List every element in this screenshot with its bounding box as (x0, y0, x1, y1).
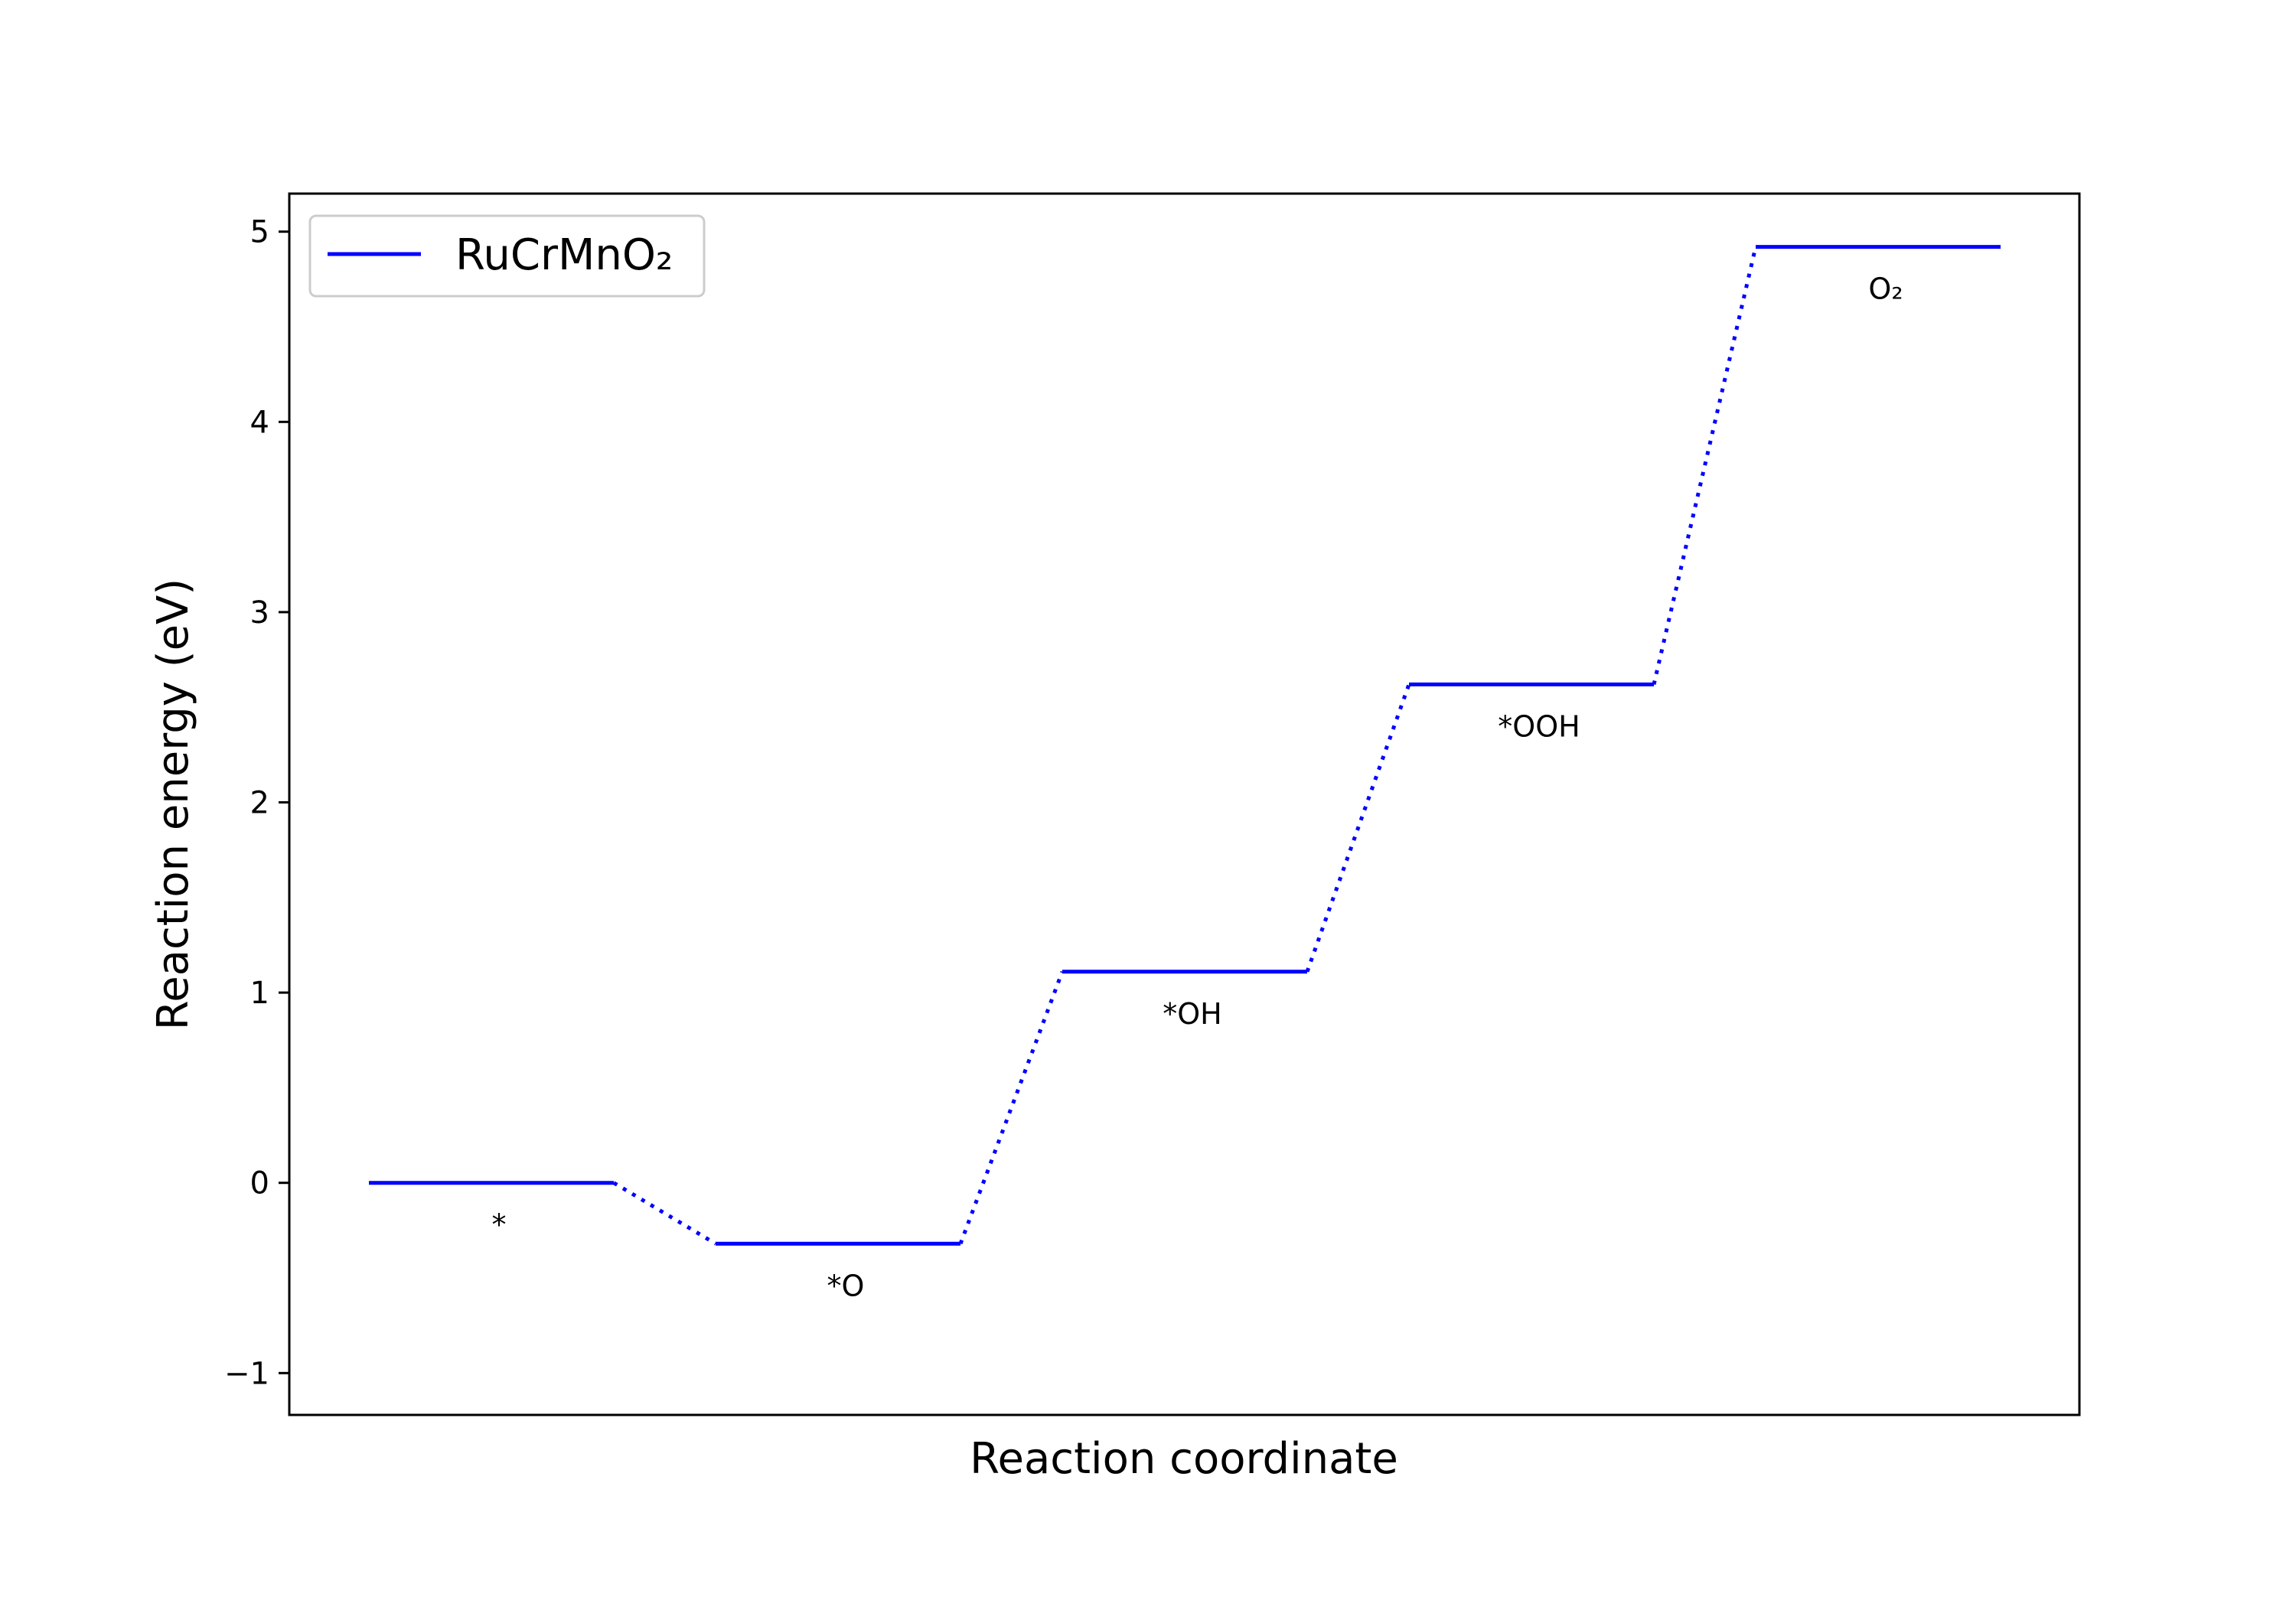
legend-box (308, 214, 706, 298)
transition-connector (612, 1181, 717, 1246)
step-label: *OOH (1498, 709, 1580, 743)
transition-connector (1305, 683, 1411, 973)
step-label: * (492, 1208, 507, 1242)
y-tick-label: 2 (250, 786, 269, 821)
plot-area: * *O *OH *OOH O₂ (369, 245, 2001, 1302)
y-tick-label: 1 (250, 976, 269, 1011)
legend-entry: RuCrMnO₂ (455, 230, 673, 280)
y-tick-label: 5 (250, 215, 269, 250)
y-tick-label: 0 (250, 1166, 269, 1201)
y-axis: −1 0 1 2 3 4 5 (224, 215, 289, 1391)
transition-connector (958, 970, 1065, 1245)
transition-connector (1652, 246, 1758, 685)
step-label: *OH (1163, 997, 1221, 1031)
step-label: O₂ (1868, 272, 1903, 306)
axes-frame (288, 192, 2081, 1416)
legend: RuCrMnO₂ (308, 214, 706, 298)
x-axis-label: Reaction coordinate (970, 1434, 1398, 1484)
y-axis-label: Reaction energy (eV) (148, 579, 198, 1030)
step-label: *O (827, 1269, 865, 1302)
y-tick-label: −1 (224, 1356, 269, 1391)
y-tick-label: 3 (250, 595, 269, 631)
y-tick-label: 4 (250, 405, 269, 440)
